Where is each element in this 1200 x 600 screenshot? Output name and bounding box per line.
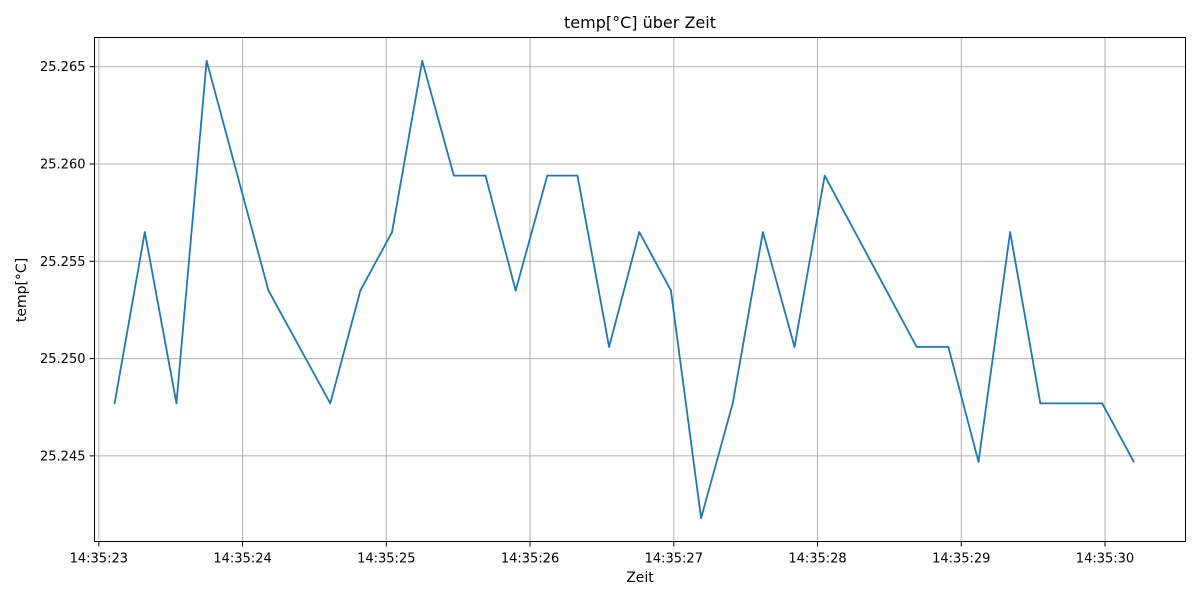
x-tick-label: 14:35:28 (788, 552, 846, 567)
series-line (113, 59, 1135, 520)
chart-title: temp[°C] über Zeit (564, 13, 716, 32)
grid (94, 37, 1186, 542)
data-point (576, 174, 579, 177)
data-point (608, 346, 610, 348)
plot-frame (94, 37, 1186, 542)
data-point (329, 402, 332, 405)
ticks: 14:35:23 14:35:24 14:35:25 14:35:26 14:35:27… (40, 60, 1134, 566)
data-point (113, 402, 116, 405)
data-point (947, 346, 950, 348)
y-tick-label: 25.255 (40, 255, 86, 270)
data-point (1101, 402, 1104, 405)
data-point (514, 289, 517, 292)
data-point (421, 59, 424, 62)
data-point (546, 174, 549, 177)
y-axis-label: temp[°C] (14, 258, 30, 322)
data-point (700, 517, 702, 520)
data-point (915, 346, 918, 348)
data-point (452, 174, 455, 177)
data-point (391, 231, 393, 233)
x-tick-label: 14:35:24 (213, 552, 271, 567)
x-tick-label: 14:35:29 (932, 552, 990, 567)
data-point (977, 460, 980, 463)
series-layer (113, 59, 1135, 520)
x-tick-label: 14:35:30 (1076, 552, 1134, 567)
x-tick-label: 14:35:27 (645, 552, 703, 567)
data-point (267, 289, 270, 292)
data-point (143, 231, 146, 233)
data-point (670, 289, 672, 292)
data-point (823, 174, 826, 177)
x-tick-label: 14:35:25 (357, 552, 415, 567)
data-point (793, 346, 796, 348)
data-point (205, 59, 208, 62)
y-tick-label: 25.260 (40, 157, 86, 172)
y-tick-label: 25.245 (40, 449, 86, 464)
x-axis-label: Zeit (626, 570, 654, 586)
data-point (731, 402, 734, 405)
data-point (359, 289, 362, 292)
data-point (761, 231, 764, 233)
x-tick-label: 14:35:23 (70, 552, 128, 567)
y-tick-label: 25.250 (40, 352, 86, 367)
data-point (638, 231, 641, 233)
y-tick-label: 25.265 (40, 60, 86, 75)
data-point (1009, 231, 1012, 233)
data-point (1132, 460, 1135, 463)
data-point (175, 402, 178, 405)
data-point (1039, 402, 1042, 405)
data-point (484, 174, 487, 177)
x-tick-label: 14:35:26 (501, 552, 559, 567)
